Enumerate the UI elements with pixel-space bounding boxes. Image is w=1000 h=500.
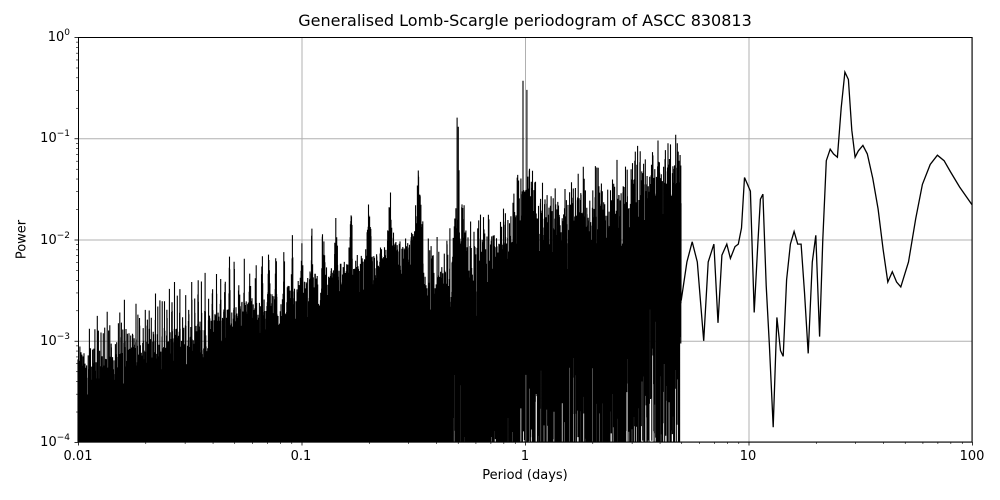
x-tick-label: 0.1: [290, 449, 312, 464]
chart-title: Generalised Lomb-Scargle periodogram of …: [298, 11, 752, 30]
plot-frame: [78, 37, 973, 443]
y-tick-label: 10−3: [40, 332, 70, 349]
y-tick-label: 100: [47, 28, 70, 45]
x-tick-label: 100: [959, 449, 985, 464]
y-tick-label: 10−1: [40, 129, 70, 146]
axis-ticks: [74, 37, 973, 446]
x-axis-label: Period (days): [482, 468, 568, 483]
x-tick-label: 10: [739, 449, 757, 464]
y-tick-label: 10−2: [40, 231, 70, 248]
x-tick-label: 0.01: [63, 449, 93, 464]
y-tick-label: 10−4: [40, 433, 70, 450]
periodogram-curve: [680, 69, 973, 428]
x-tick-label: 1: [520, 449, 530, 464]
